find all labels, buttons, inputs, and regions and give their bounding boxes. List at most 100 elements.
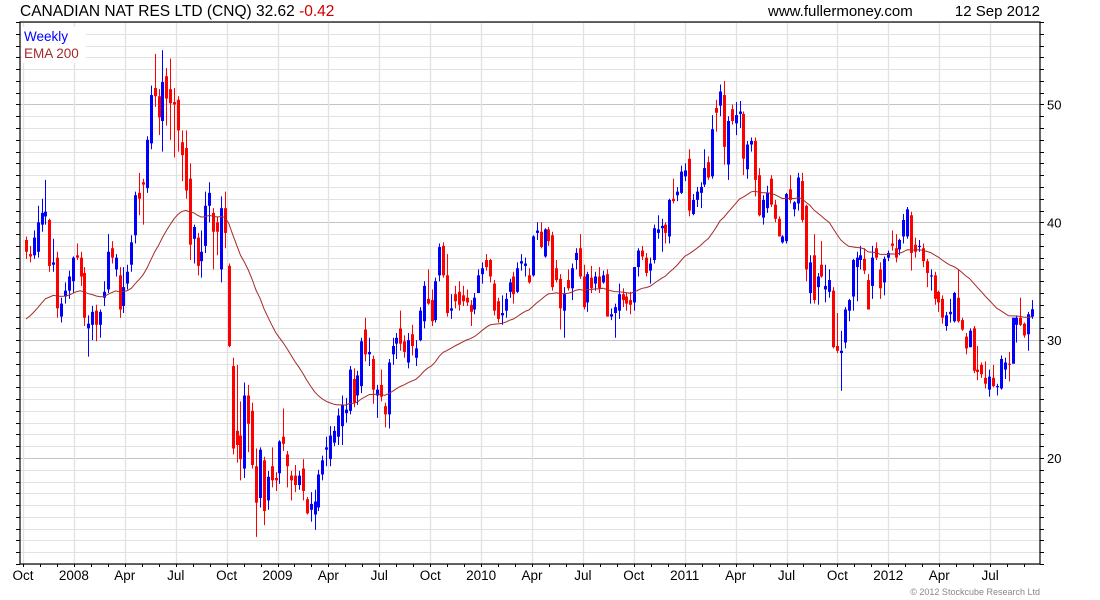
x-tick-label: Jul [371,568,388,583]
candle-body [984,377,987,384]
candle-body [423,285,426,322]
candle-up [419,307,422,342]
candle-down [306,496,309,515]
candle-body [298,475,301,486]
candle-up [571,263,574,301]
candle-body [937,291,940,303]
candle-down [25,236,28,259]
candle-down [512,271,515,304]
candle-up [653,224,656,264]
candle-up [633,267,636,311]
candle-down [528,268,531,284]
candle-body [668,199,671,237]
candle-down [664,222,667,244]
candle-body [341,404,344,427]
candle-body [232,366,235,449]
candle-down [606,269,609,317]
candle-down [629,291,632,315]
candle-up [329,426,332,467]
candle-up [259,447,262,508]
candle-body [60,303,63,317]
candle-body [828,280,831,292]
candle-body [856,257,859,268]
candle-down [813,234,816,304]
candle-body [867,280,870,310]
candle-body [466,297,469,303]
candle-up [220,196,223,283]
candle-down [980,362,983,378]
candle-body [774,204,777,219]
candle-up [501,295,504,325]
candle-body [247,395,250,424]
candle-body [337,415,340,437]
candle-up [130,235,133,272]
candle-body [754,141,757,180]
candle-up [649,257,652,284]
candle-down [372,355,375,404]
candle-body [735,115,738,124]
site-url: www.fullermoney.com [767,3,913,20]
x-tick-label: Apr [725,568,747,583]
candle-up [481,262,484,284]
candle-up [337,408,340,445]
candle-down [836,313,839,354]
candle-body [813,255,816,301]
candle-body [138,192,141,199]
candle-body [555,268,558,281]
candle-down [119,267,122,318]
candle-body [684,170,687,177]
candle-up [856,251,859,302]
candle-down [778,216,781,237]
candle-up [930,269,933,291]
candle-up [797,172,800,211]
candle-body [99,311,102,325]
candle-body [68,276,71,291]
candle-body [532,236,535,276]
candle-body [111,248,114,258]
candle-body [1019,317,1022,325]
candle-up [314,489,317,530]
candle-down [181,130,184,182]
axes: 20 30 40 50 Oct 2008 Apr Jul Oct 2009 Apr Jul Oct 201… [12,22,1061,583]
candle-up [949,298,952,323]
candle-body [544,229,547,257]
candle-body [567,280,570,289]
candle-body [859,255,862,261]
candle-body [134,195,137,236]
candle-body [185,148,188,191]
candle-body [509,282,512,292]
candle-body [961,320,964,330]
candle-down [941,295,944,324]
candle-body [431,300,434,322]
candle-body [879,269,882,289]
candle-up [509,278,512,298]
candle-up [360,337,363,394]
candle-body [345,409,348,414]
candle-up [91,305,94,341]
candle-body [1023,323,1026,336]
candle-body [914,244,917,252]
candle-down [236,364,239,463]
candle-body [625,296,628,304]
chart-date: 12 Sep 2012 [955,3,1040,20]
candle-body [395,337,398,344]
candle-up [278,440,281,484]
candle-up [661,218,664,252]
candle-up [785,192,788,244]
candle-up [844,307,847,349]
candle-down [169,58,172,140]
candle-down [228,263,231,348]
candle-body [719,91,722,106]
candle-up [1031,300,1034,319]
candle-body [458,291,461,305]
x-tick-label: Apr [929,568,951,583]
candle-body [766,192,769,209]
candle-body [664,224,667,233]
candle-up [575,248,578,270]
candle-up [657,215,660,239]
candle-body [1004,362,1007,370]
candle-body [263,460,266,511]
candle-body [789,189,792,200]
candle-body [103,291,106,298]
candle-body [360,341,363,387]
